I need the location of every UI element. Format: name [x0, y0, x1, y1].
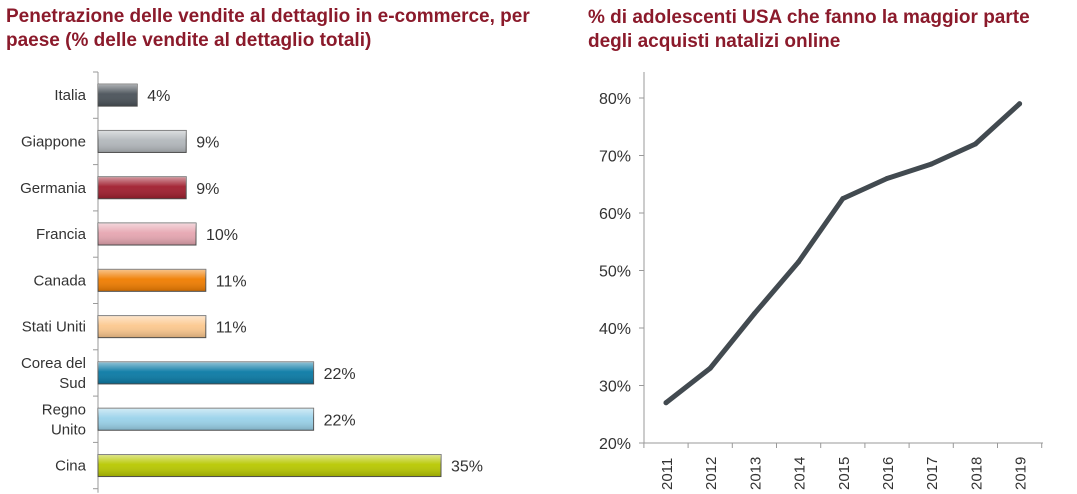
- category-label: Unito: [51, 421, 86, 438]
- y-tick-label: 60%: [599, 206, 631, 223]
- data-point: [884, 176, 890, 181]
- bar-data-label: 10%: [206, 227, 238, 244]
- data-point: [663, 400, 669, 406]
- bar-highlight: [98, 315, 206, 338]
- bar-highlight: [98, 454, 441, 477]
- line-chart-panel: % di adolescenti USA che fanno la maggio…: [540, 0, 1077, 494]
- bar-data-label: 11%: [216, 273, 247, 290]
- x-tick-label: 2018: [968, 457, 985, 490]
- line-chart: 20% 30% 40% 50% 60% 70% 80% 2011 2012 2013 2014 201…: [599, 72, 1043, 490]
- bar-data-label: 11%: [216, 320, 247, 337]
- bar-highlight: [98, 130, 187, 153]
- x-tick-label: 2016: [880, 457, 897, 490]
- bar-data-label: 9%: [196, 181, 219, 198]
- bar-chart-title: Penetrazione delle vendite al dettaglio …: [6, 6, 530, 51]
- bar-data-label: 22%: [324, 366, 356, 383]
- bar-highlight: [98, 408, 314, 431]
- bar-chart-panel: Penetrazione delle vendite al dettaglio …: [6, 6, 530, 493]
- series-line: [663, 101, 1023, 406]
- data-point: [840, 196, 846, 202]
- x-tick-label: 2015: [836, 457, 853, 490]
- category-label: Corea del: [21, 355, 86, 372]
- category-label: Germania: [20, 180, 87, 197]
- x-tick-label: 2011: [659, 458, 676, 490]
- data-point: [1017, 101, 1023, 107]
- line-chart-title: % di adolescenti USA che fanno la maggio…: [588, 7, 1030, 52]
- x-tick-label: 2012: [703, 457, 720, 490]
- bar-highlight: [98, 361, 314, 384]
- y-tick-label: 20%: [599, 436, 631, 453]
- y-tick-label: 70%: [599, 149, 631, 166]
- category-label: Cina: [55, 458, 87, 475]
- x-tick-label: 2014: [792, 457, 809, 490]
- category-label: Giappone: [21, 133, 86, 150]
- bar-highlight: [98, 269, 206, 292]
- bar-data-label: 35%: [451, 459, 483, 476]
- data-point: [972, 141, 978, 147]
- bar-data-label: 4%: [147, 88, 170, 105]
- data-point: [796, 259, 802, 265]
- y-tick-label: 40%: [599, 321, 631, 338]
- data-point: [928, 161, 934, 167]
- bar-highlight: [98, 176, 187, 199]
- y-tick-label: 30%: [599, 379, 631, 396]
- data-point: [751, 311, 757, 317]
- category-label: Canada: [33, 272, 86, 289]
- bar-chart: 4% Italia 9% Giappone 9% Germania 10% Francia 11…: [20, 71, 483, 493]
- y-tick-label: 50%: [599, 264, 631, 281]
- category-label: Sud: [59, 375, 86, 392]
- x-tick-label: 2013: [747, 457, 764, 490]
- bar-data-label: 22%: [324, 412, 356, 429]
- category-label: Francia: [36, 226, 87, 243]
- x-tick-label: 2019: [1013, 457, 1030, 490]
- bar-highlight: [98, 223, 196, 246]
- y-tick-label: 80%: [599, 91, 631, 108]
- bar-data-label: 9%: [196, 134, 219, 151]
- category-label: Stati Uniti: [22, 319, 86, 336]
- category-label: Italia: [54, 87, 86, 104]
- x-tick-label: 2017: [924, 457, 941, 490]
- bar-highlight: [98, 84, 138, 107]
- category-label: Regno: [42, 401, 86, 418]
- data-point: [707, 365, 713, 371]
